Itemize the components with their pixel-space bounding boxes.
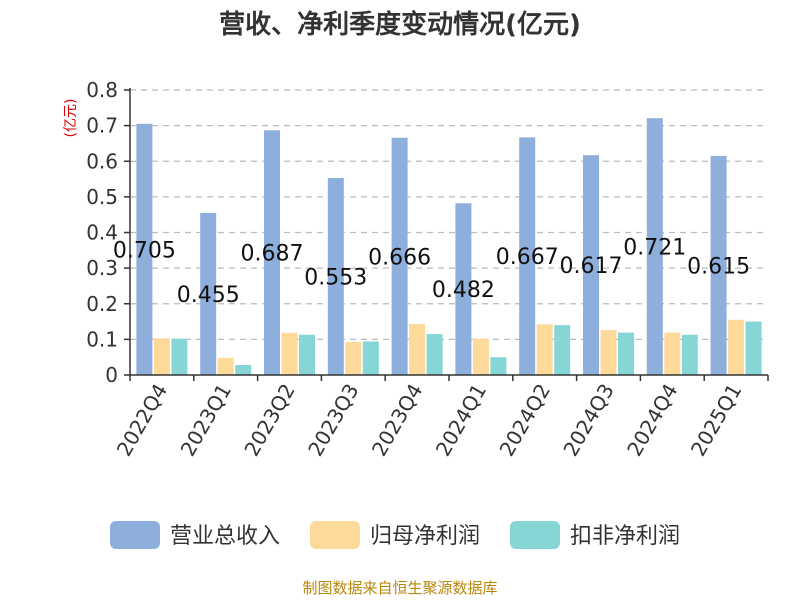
x-tick-label: 2024Q4 bbox=[622, 380, 682, 461]
bar-series-2 bbox=[426, 334, 443, 375]
x-tick-label: 2024Q3 bbox=[558, 380, 618, 461]
legend-label: 营业总收入 bbox=[170, 524, 280, 549]
y-tick-label: 0.4 bbox=[86, 221, 118, 245]
bar-series-0 bbox=[646, 118, 663, 376]
bar-series-0 bbox=[455, 203, 472, 375]
chart-title: 营收、净利季度变动情况(亿元) bbox=[219, 9, 581, 40]
bar-series-2 bbox=[554, 325, 571, 375]
bar-series-1 bbox=[600, 330, 617, 375]
bar-series-1 bbox=[153, 338, 170, 375]
y-tick-label: 0.2 bbox=[86, 292, 118, 316]
bar-data-label: 0.721 bbox=[623, 236, 686, 261]
bar-data-label: 0.687 bbox=[241, 242, 304, 267]
bar-series-0 bbox=[710, 155, 727, 375]
bar-series-1 bbox=[345, 341, 362, 375]
bar-data-label: 0.666 bbox=[368, 245, 431, 270]
bar-data-label: 0.615 bbox=[687, 254, 750, 279]
y-tick-label: 0.7 bbox=[86, 114, 118, 138]
bar-series-2 bbox=[299, 334, 315, 375]
bar-series-0 bbox=[327, 177, 344, 375]
bar-series-2 bbox=[235, 365, 252, 375]
bar-series-1 bbox=[664, 332, 681, 375]
x-tick-label: 2025Q1 bbox=[686, 380, 746, 461]
bar-data-label: 0.617 bbox=[560, 254, 623, 279]
x-tick-label: 2024Q2 bbox=[495, 380, 555, 461]
bar-data-label: 0.482 bbox=[432, 278, 495, 303]
bars bbox=[136, 118, 762, 376]
bar-series-2 bbox=[171, 338, 188, 375]
legend-label: 扣非净利润 bbox=[570, 524, 680, 549]
y-tick-label: 0.6 bbox=[86, 149, 118, 173]
y-tick-labels: 0 0.1 0.2 0.3 0.4 0.5 0.6 0.7 0.8 bbox=[86, 78, 118, 387]
bar-series-0 bbox=[136, 123, 153, 375]
legend: 营业总收入 归母净利润 扣非净利润 bbox=[110, 521, 680, 549]
bar-series-2 bbox=[681, 334, 698, 375]
y-tick-label: 0.3 bbox=[86, 256, 118, 280]
bar-data-label: 0.705 bbox=[113, 238, 176, 263]
bar-series-1 bbox=[472, 338, 489, 375]
y-tick-label: 0.8 bbox=[86, 78, 118, 102]
bar-series-0 bbox=[200, 212, 217, 375]
bar-series-1 bbox=[536, 324, 553, 375]
y-axis-unit-label: (亿元) bbox=[63, 99, 79, 138]
bar-data-label: 0.553 bbox=[304, 265, 367, 290]
x-tick-label: 2024Q1 bbox=[431, 380, 491, 461]
bar-series-2 bbox=[362, 341, 379, 375]
x-tick-label: 2023Q1 bbox=[176, 380, 236, 461]
bar-series-1 bbox=[217, 357, 234, 375]
legend-label: 归母净利润 bbox=[370, 524, 480, 549]
bar-series-1 bbox=[728, 319, 745, 375]
x-tick-labels: 2022Q4 2023Q1 2023Q2 2023Q3 2023Q4 2024Q1 2024… bbox=[112, 380, 747, 461]
y-tick-label: 0 bbox=[105, 363, 118, 387]
x-tick-label: 2023Q3 bbox=[303, 380, 363, 461]
bar-data-label: 0.455 bbox=[177, 283, 240, 308]
axes bbox=[124, 88, 769, 381]
y-tick-label: 0.5 bbox=[86, 185, 118, 209]
x-tick-label: 2022Q4 bbox=[112, 380, 172, 461]
bar-series-2 bbox=[618, 332, 634, 375]
bar-data-label: 0.667 bbox=[496, 245, 559, 270]
bar-series-2 bbox=[490, 357, 507, 375]
legend-swatch bbox=[110, 521, 160, 549]
bar-series-1 bbox=[409, 324, 426, 375]
legend-swatch bbox=[310, 521, 360, 549]
legend-swatch bbox=[510, 521, 560, 549]
bar-series-0 bbox=[264, 130, 280, 375]
x-tick-label: 2023Q4 bbox=[367, 380, 427, 461]
bar-series-0 bbox=[519, 137, 536, 375]
x-tick-label: 2023Q2 bbox=[239, 380, 299, 461]
bar-series-0 bbox=[391, 137, 408, 375]
bar-series-1 bbox=[281, 332, 298, 375]
y-tick-label: 0.1 bbox=[86, 327, 118, 351]
bar-series-0 bbox=[583, 155, 599, 375]
bar-series-2 bbox=[745, 321, 762, 375]
source-note: 制图数据来自恒生聚源数据库 bbox=[302, 579, 497, 597]
